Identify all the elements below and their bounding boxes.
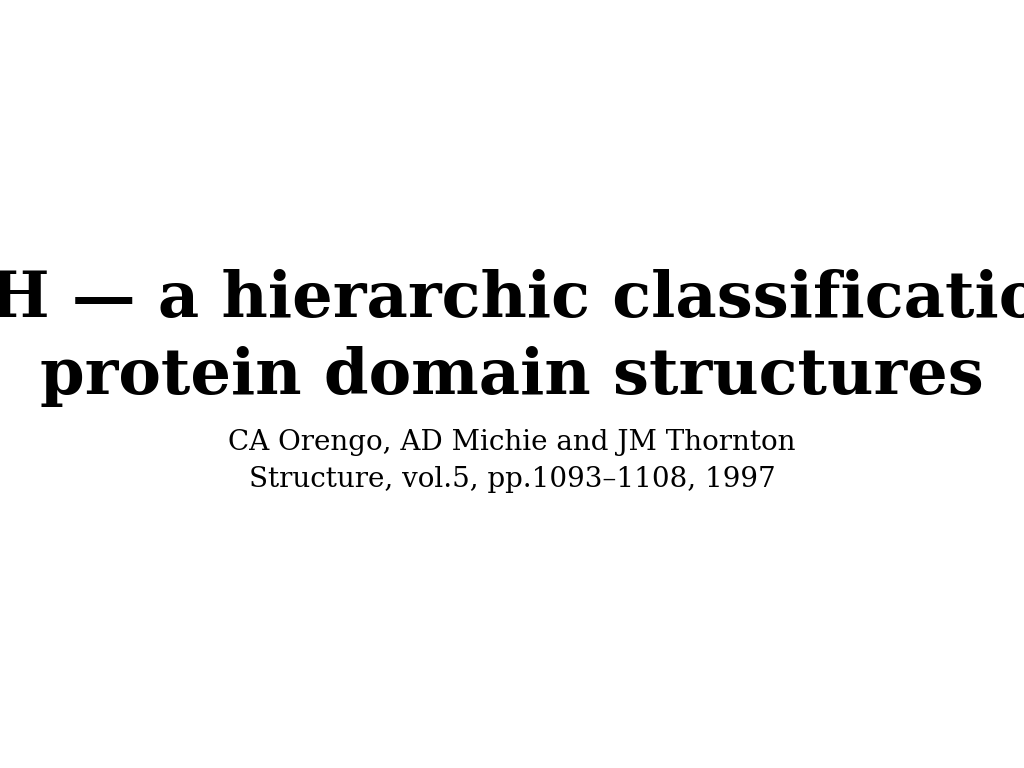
- Text: CA Orengo, AD Michie and JM Thornton
Structure, vol.5, pp.1093–1108, 1997: CA Orengo, AD Michie and JM Thornton Str…: [228, 429, 796, 493]
- Text: CATH — a hierarchic classification of
protein domain structures: CATH — a hierarchic classification of pr…: [0, 269, 1024, 407]
